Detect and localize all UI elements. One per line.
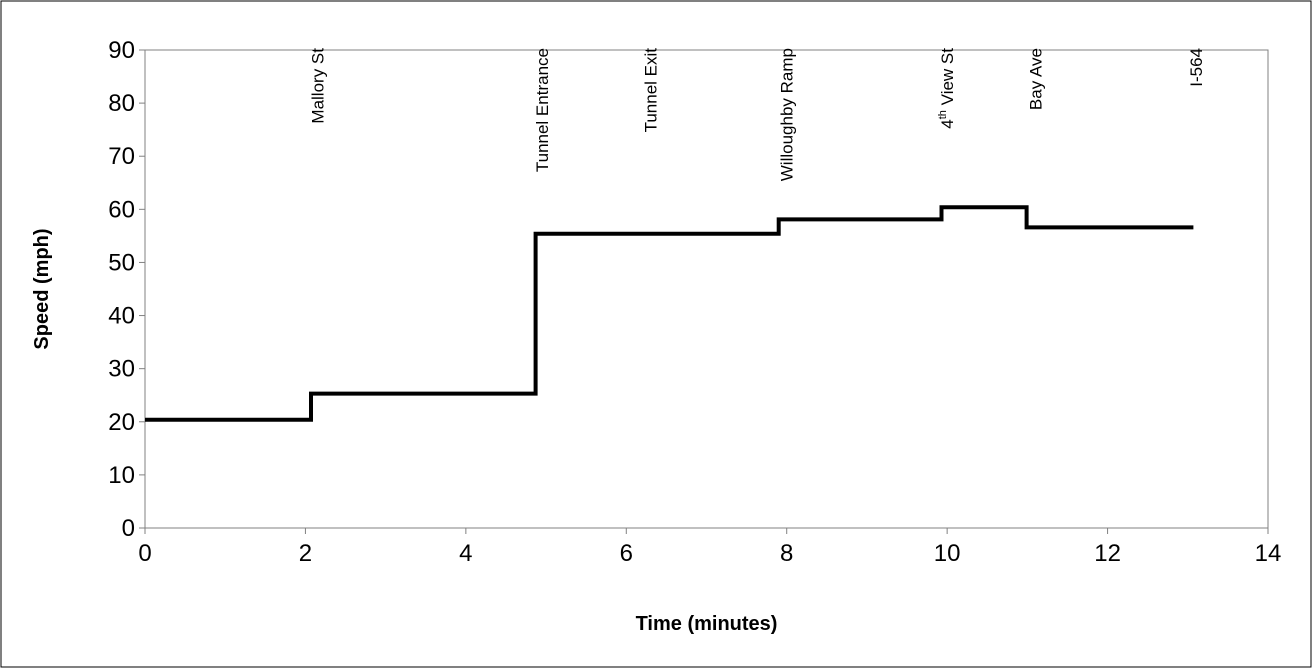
location-annotation: Tunnel Exit xyxy=(641,48,660,133)
y-axis-title: Speed (mph) xyxy=(31,228,53,349)
speed-step-line xyxy=(145,205,1194,422)
location-annotation: Mallory St xyxy=(308,48,327,124)
y-tick-label: 70 xyxy=(108,143,135,170)
location-label: 4th View St xyxy=(937,48,957,129)
location-annotation: Bay Ave xyxy=(1026,48,1045,110)
y-tick-label: 50 xyxy=(108,249,135,276)
x-tick-label: 12 xyxy=(1094,540,1121,567)
location-label: Tunnel Exit xyxy=(641,48,660,133)
location-label: Tunnel Entrance xyxy=(533,48,552,172)
location-annotation: I-564 xyxy=(1187,48,1206,87)
y-tick-label: 10 xyxy=(108,462,135,489)
y-tick-label: 60 xyxy=(108,196,135,223)
x-tick-label: 8 xyxy=(780,540,793,567)
y-tick-label: 80 xyxy=(108,90,135,117)
location-label-prefix: 4 xyxy=(938,119,957,128)
y-tick-label: 30 xyxy=(108,356,135,383)
location-label: Willoughby Ramp xyxy=(778,48,797,181)
y-tick-label: 20 xyxy=(108,409,135,436)
y-tick-label: 90 xyxy=(108,37,135,64)
location-label: Bay Ave xyxy=(1026,48,1045,110)
y-tick-label: 40 xyxy=(108,303,135,330)
x-tick-label: 0 xyxy=(138,540,151,567)
location-label-superscript: th xyxy=(937,110,949,119)
location-annotation: Willoughby Ramp xyxy=(778,48,797,181)
location-label: I-564 xyxy=(1187,48,1206,87)
x-tick-label: 14 xyxy=(1255,540,1282,567)
x-tick-label: 6 xyxy=(620,540,633,567)
location-label-text: View St xyxy=(938,48,957,110)
location-label: Mallory St xyxy=(308,48,327,124)
location-annotation: Tunnel Entrance xyxy=(533,48,552,172)
x-tick-label: 2 xyxy=(299,540,312,567)
x-axis-title: Time (minutes) xyxy=(636,613,778,635)
x-tick-label: 10 xyxy=(934,540,961,567)
y-tick-label: 0 xyxy=(122,515,135,542)
x-tick-label: 4 xyxy=(459,540,472,567)
location-annotation: 4th View St xyxy=(937,48,957,129)
